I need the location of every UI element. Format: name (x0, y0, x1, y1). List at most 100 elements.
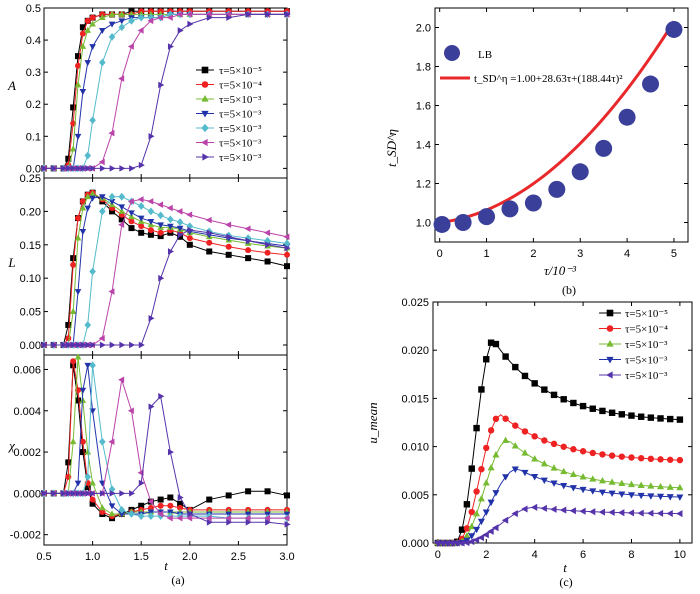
x-axis-label: t (563, 560, 567, 575)
legend-label: t_SD^η =1.00+28.63τ+(188.44τ)² (474, 73, 623, 85)
data-point (676, 483, 684, 491)
data-point (579, 507, 586, 515)
data-point (137, 13, 145, 22)
data-point (502, 436, 510, 444)
data-point (157, 502, 164, 509)
data-point (438, 539, 446, 547)
data-point (157, 510, 164, 518)
data-point (118, 216, 125, 223)
data-point (79, 42, 87, 49)
data-point (512, 363, 519, 371)
data-point (579, 486, 587, 494)
data-point (147, 219, 155, 226)
data-point (108, 510, 116, 517)
data-point (99, 165, 106, 172)
data-point (80, 490, 87, 497)
data-point (108, 21, 116, 28)
data-point (478, 386, 485, 393)
legend-label: τ=5×10⁻³ (219, 94, 262, 106)
lb-point (571, 163, 589, 181)
data-point (99, 490, 106, 497)
data-point (676, 416, 684, 423)
data-point (84, 362, 92, 369)
legend-label: τ=5×10⁻³ (219, 109, 262, 121)
data-point (511, 466, 519, 473)
data-point (206, 248, 213, 255)
y-tick-label: 1.6 (416, 101, 431, 113)
data-point (89, 195, 96, 202)
data-point (245, 255, 252, 262)
data-point (157, 233, 164, 240)
data-point (468, 533, 476, 540)
data-point (483, 444, 490, 452)
data-point (618, 491, 626, 498)
panel-b: 0 1 2 3 4 5 1.0 1.2 1.4 1.6 1.8 2.0 τ/10⁻³ t_SD^η LB t_… (384, 7, 689, 278)
data-point (225, 251, 232, 258)
data-point (108, 198, 116, 205)
data-point (138, 223, 145, 230)
data-point (128, 225, 135, 232)
data-point (245, 11, 252, 18)
data-point (284, 492, 290, 499)
data-point (284, 521, 291, 528)
data-point (118, 376, 125, 384)
data-point (147, 17, 154, 25)
data-point (284, 251, 290, 258)
data-point (157, 229, 164, 236)
data-point (206, 229, 213, 237)
y-tick-label: 0.3 (26, 67, 41, 79)
data-point (61, 165, 68, 172)
data-point (137, 215, 145, 222)
data-point (51, 341, 58, 349)
data-point (443, 539, 451, 547)
data-point (502, 415, 509, 422)
data-point (99, 504, 106, 511)
data-point (531, 433, 538, 440)
subplot-chi: -0.002 0.000 0.002 0.004 0.006 χ (7, 353, 291, 546)
legend-label: τ=5×10⁻³ (625, 370, 668, 382)
data-point (79, 396, 87, 403)
data-point (137, 196, 144, 203)
data-point (177, 27, 184, 34)
data-point (128, 16, 135, 25)
legend-label: τ=5×10⁻³ (219, 152, 262, 164)
data-point (560, 483, 568, 490)
caption-a: (a) (171, 573, 184, 587)
data-point (265, 518, 272, 526)
data-point (79, 24, 86, 31)
y-tick-label: 0.5 (26, 3, 41, 15)
legend-marker (606, 356, 614, 364)
data-point (482, 509, 490, 516)
data-point (75, 53, 82, 60)
data-point (589, 475, 597, 482)
data-point (79, 449, 86, 456)
y-tick-label: 0.1 (26, 131, 41, 143)
data-point (473, 488, 480, 495)
data-point (118, 511, 126, 518)
data-point (166, 14, 173, 21)
data-point (84, 448, 92, 455)
data-point (129, 341, 136, 349)
data-point (89, 190, 96, 197)
data-point (167, 448, 174, 456)
data-point (74, 81, 82, 88)
y-tick-label: 0.020 (401, 345, 429, 357)
data-point (108, 485, 116, 494)
data-point (492, 340, 500, 348)
data-point (167, 10, 174, 19)
data-point (637, 455, 645, 462)
y-tick-label: 0.005 (401, 490, 429, 502)
data-point (187, 510, 194, 518)
y-tick-label: 0.004 (13, 406, 41, 418)
legend-marker (201, 123, 209, 133)
legend-label: τ=5×10⁻⁴ (219, 80, 262, 92)
data-point (147, 13, 155, 22)
data-point (618, 411, 626, 418)
data-point (483, 356, 490, 363)
data-point (187, 20, 194, 28)
plot-frame (43, 354, 288, 546)
data-point (74, 234, 82, 241)
x-tick-label: 4 (532, 549, 538, 561)
data-point (467, 538, 475, 546)
